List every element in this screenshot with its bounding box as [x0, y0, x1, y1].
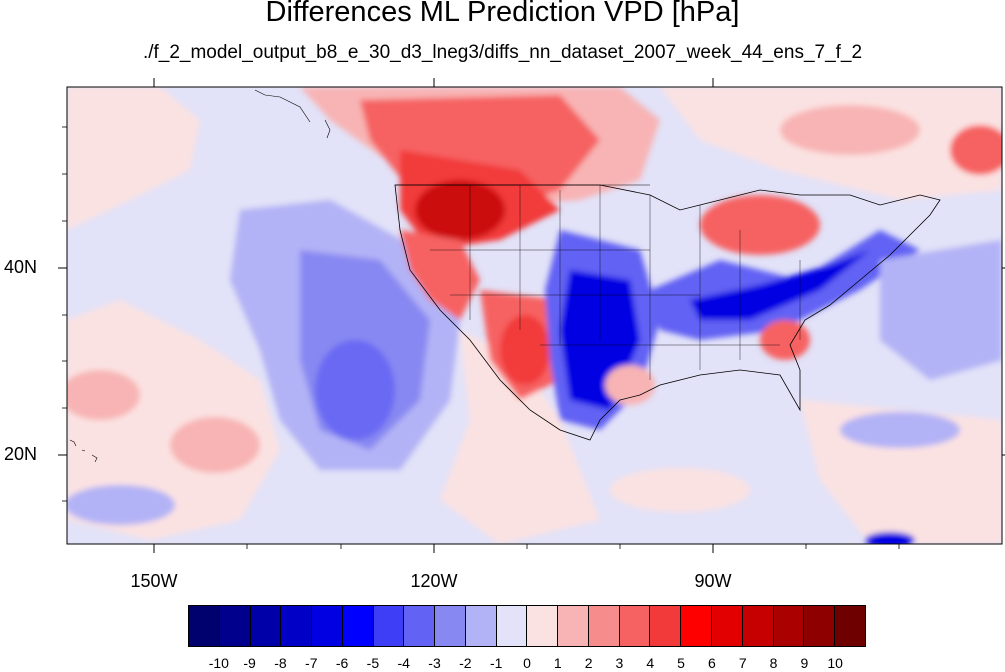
- colorbar-tick-label: -10: [208, 655, 229, 671]
- colorbar-tick-label: 10: [827, 655, 843, 671]
- colorbar-swatch: [804, 606, 836, 646]
- difference-field: [67, 87, 1002, 544]
- colorbar-tick-label: 5: [677, 655, 685, 671]
- colorbar-swatch: [342, 606, 374, 646]
- colorbar-swatch: [281, 606, 313, 646]
- colorbar-swatch: [189, 606, 220, 646]
- colorbar-tick-label: -5: [366, 655, 380, 671]
- colorbar-tick-label: -7: [305, 655, 318, 671]
- colorbar: [188, 605, 866, 647]
- colorbar-tick-label: 6: [708, 655, 716, 671]
- colorbar-swatch: [712, 606, 743, 646]
- colorbar-tick-label: 1: [553, 655, 562, 671]
- colorbar-tick-label: 8: [769, 655, 778, 671]
- lon-label-150w: 150W: [130, 571, 178, 591]
- colorbar-tick-label: 9: [800, 655, 809, 671]
- vpd-difference-map: [58, 78, 1005, 553]
- lat-label-20n: 20N: [4, 444, 38, 464]
- colorbar-swatch: [312, 606, 343, 646]
- colorbar-swatch: [742, 606, 774, 646]
- colorbar-tick-label: -6: [335, 655, 349, 671]
- colorbar-tick-label: -4: [397, 655, 410, 671]
- colorbar-swatch: [773, 606, 805, 646]
- colorbar-swatch: [250, 606, 282, 646]
- lon-label-90w: 90W: [694, 571, 732, 591]
- colorbar-tick-label: -1: [489, 655, 503, 671]
- lon-label-120w: 120W: [410, 571, 458, 591]
- colorbar-tick-label: 4: [646, 655, 655, 671]
- colorbar-tick-label: -9: [243, 655, 256, 671]
- colorbar-tick-label: 3: [615, 655, 624, 671]
- lat-label-40n: 40N: [4, 257, 38, 277]
- colorbar-tick-label: -2: [459, 655, 472, 671]
- colorbar-tick-label: -8: [274, 655, 287, 671]
- colorbar-tick-label: 7: [738, 655, 747, 671]
- colorbar-swatch: [527, 606, 559, 646]
- colorbar-swatch: [404, 606, 436, 646]
- plot-title: Differences ML Prediction VPD [hPa]: [265, 0, 740, 28]
- colorbar-swatch: [465, 606, 497, 646]
- colorbar-swatch: [496, 606, 528, 646]
- colorbar-swatch: [681, 606, 713, 646]
- colorbar-swatch: [835, 606, 865, 646]
- colorbar-swatch: [219, 606, 251, 646]
- colorbar-swatch: [558, 606, 589, 646]
- colorbar-swatch: [650, 606, 682, 646]
- colorbar-tick-label: 2: [584, 655, 593, 671]
- colorbar-swatch: [435, 606, 466, 646]
- colorbar-swatch: [588, 606, 620, 646]
- colorbar-tick-label: 0: [523, 655, 531, 671]
- colorbar-swatch: [619, 606, 651, 646]
- colorbar-tick-label: -3: [428, 655, 441, 671]
- plot-subtitle: ./f_2_model_output_b8_e_30_d3_lneg3/diff…: [142, 42, 863, 63]
- colorbar-swatch: [373, 606, 405, 646]
